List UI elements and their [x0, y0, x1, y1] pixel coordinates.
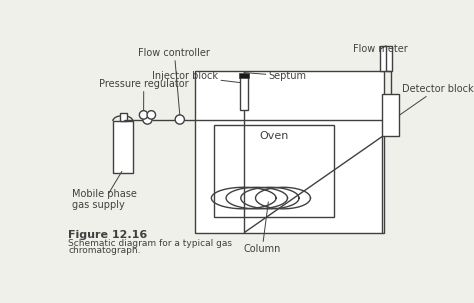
Text: Figure 12.16: Figure 12.16	[68, 230, 147, 240]
Text: Pressure regulator: Pressure regulator	[99, 79, 189, 116]
Bar	[383, 94, 399, 136]
Text: Flow controller: Flow controller	[138, 48, 210, 115]
Bar	[195, 71, 384, 233]
Text: Detector block: Detector block	[399, 84, 473, 115]
Circle shape	[175, 115, 184, 124]
Text: Septum: Septum	[244, 71, 307, 81]
Circle shape	[143, 115, 152, 124]
Bar	[214, 125, 334, 217]
Text: Injector block: Injector block	[152, 71, 240, 82]
Circle shape	[139, 111, 148, 119]
Circle shape	[147, 111, 155, 119]
Text: Oven: Oven	[259, 131, 289, 141]
Text: chromatograph.: chromatograph.	[68, 246, 141, 255]
Bar	[120, 113, 128, 121]
Bar	[239, 72, 249, 78]
Text: Column: Column	[244, 202, 281, 254]
Bar	[240, 75, 248, 109]
Text: Mobile phase
gas supply: Mobile phase gas supply	[72, 189, 137, 210]
Bar	[380, 45, 392, 71]
Text: Schematic diagram for a typical gas: Schematic diagram for a typical gas	[68, 239, 232, 248]
Text: Flow meter: Flow meter	[353, 44, 408, 54]
Bar	[113, 121, 133, 173]
